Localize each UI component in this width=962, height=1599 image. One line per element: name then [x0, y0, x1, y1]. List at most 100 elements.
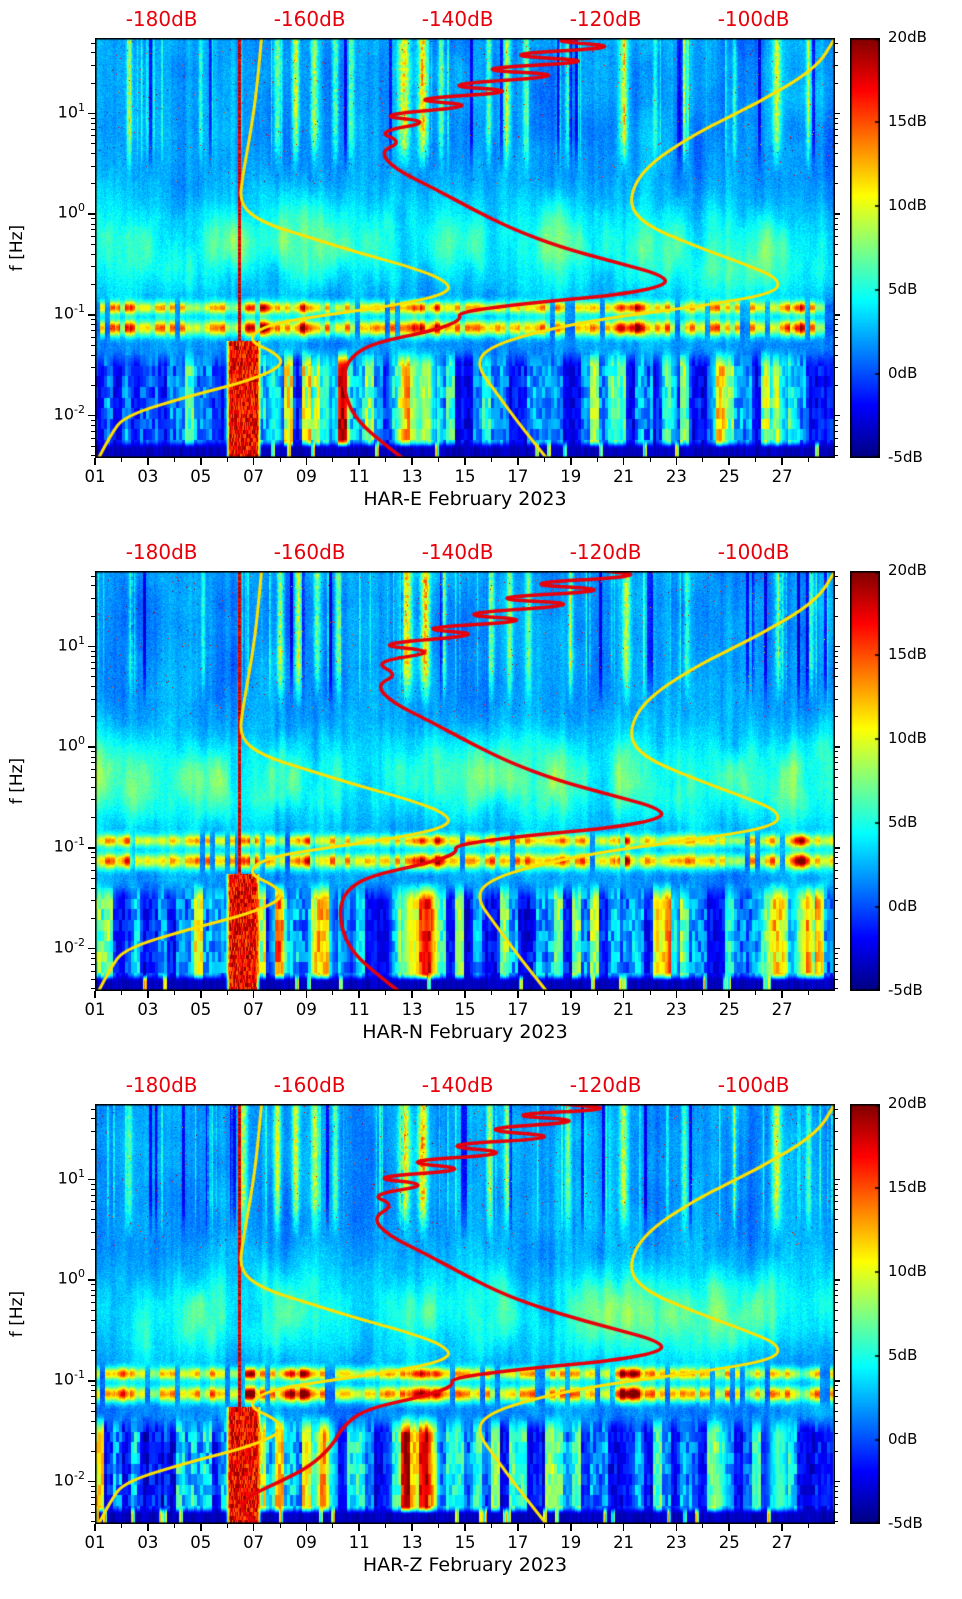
y-minor-tick	[91, 424, 95, 426]
x-major-tick	[622, 458, 625, 465]
x-minor-tick	[596, 991, 598, 995]
y-minor-tick-right	[835, 686, 838, 688]
y-minor-tick	[91, 64, 95, 66]
x-minor-tick	[120, 991, 122, 995]
y-minor-tick-right	[835, 952, 838, 954]
y-minor-tick	[91, 1183, 95, 1185]
colorbar-tick-label: -5dB	[888, 981, 923, 999]
x-major-tick	[517, 458, 519, 465]
y-minor-tick	[91, 799, 95, 801]
y-minor-tick-right	[835, 957, 838, 959]
y-minor-tick-right	[835, 655, 838, 657]
y-minor-tick	[91, 970, 95, 972]
y-minor-tick-right	[835, 344, 838, 346]
colorbar-tick-label: 20dB	[888, 561, 927, 579]
y-minor-tick	[91, 869, 95, 871]
y-major-tick	[88, 746, 95, 749]
y-minor-tick	[91, 1201, 95, 1203]
y-minor-tick	[91, 762, 95, 764]
top-axis-label: -120dB	[569, 1073, 642, 1097]
y-minor-tick	[91, 1219, 95, 1221]
y-minor-tick	[91, 52, 95, 54]
x-major-tick	[464, 458, 466, 465]
x-minor-tick	[543, 1524, 545, 1528]
y-tick-label: 10-1	[53, 301, 85, 323]
y-minor-tick	[91, 1490, 95, 1492]
y-minor-tick-right	[835, 445, 838, 447]
x-minor-tick	[808, 1524, 810, 1528]
y-minor-tick	[91, 877, 95, 879]
x-major-tick	[147, 991, 149, 998]
x-tick-label: 23	[665, 467, 687, 486]
x-major-tick	[411, 991, 413, 998]
y-minor-tick	[91, 857, 95, 859]
x-major-tick	[94, 991, 96, 998]
y-minor-tick-right	[835, 1284, 838, 1286]
y-minor-tick-right	[835, 1496, 838, 1498]
y-minor-tick-right	[835, 1249, 838, 1251]
y-minor-tick	[91, 183, 95, 185]
y-minor-tick-right	[835, 1396, 838, 1398]
y-minor-tick	[91, 143, 95, 145]
x-minor-tick	[808, 458, 810, 462]
y-minor-tick	[91, 319, 95, 321]
y-minor-tick	[91, 1433, 95, 1435]
x-tick-label: 03	[137, 467, 159, 486]
y-minor-tick-right	[835, 988, 838, 990]
x-tick-label: 23	[665, 1000, 687, 1019]
y-minor-tick-right	[835, 430, 838, 432]
y-minor-tick-right	[835, 1420, 838, 1422]
y-minor-tick-right	[835, 354, 838, 356]
x-major-tick	[675, 1524, 678, 1531]
y-minor-tick	[91, 1450, 95, 1452]
x-minor-tick	[120, 1524, 122, 1528]
y-minor-tick-right	[835, 183, 838, 185]
y-minor-tick	[91, 135, 95, 137]
x-major-tick	[305, 991, 308, 998]
x-minor-tick	[596, 458, 598, 462]
y-major-tick-right	[835, 645, 840, 648]
x-major-tick	[252, 991, 255, 998]
y-minor-tick-right	[835, 455, 838, 457]
x-major-tick	[569, 1524, 572, 1531]
y-minor-tick	[91, 1496, 95, 1498]
panel-title: HAR-Z February 2023	[362, 1554, 568, 1576]
y-minor-tick-right	[835, 1302, 838, 1304]
y-minor-tick	[91, 650, 95, 652]
y-minor-tick-right	[835, 223, 838, 225]
colorbar-tick-label: -5dB	[888, 448, 923, 466]
y-minor-tick	[91, 128, 95, 130]
y-minor-tick	[91, 1194, 95, 1196]
x-tick-label: 11	[348, 467, 370, 486]
x-minor-tick	[490, 991, 492, 995]
x-major-tick	[252, 458, 255, 465]
y-minor-tick	[91, 1302, 95, 1304]
y-minor-tick	[91, 1284, 95, 1286]
spectrogram-panel-har-z: f [Hz] HAR-Z February 2023 -180dB -160dB -…	[0, 1066, 962, 1599]
y-minor-tick	[91, 244, 95, 246]
y-major-tick-right	[835, 112, 840, 115]
y-tick-label: 10-2	[53, 935, 85, 957]
y-major-tick	[88, 1279, 95, 1282]
y-minor-tick-right	[835, 384, 838, 386]
y-minor-tick-right	[835, 52, 838, 54]
x-tick-label: 17	[507, 467, 529, 486]
y-minor-tick-right	[835, 978, 838, 980]
x-major-tick	[305, 1524, 308, 1531]
y-major-tick	[88, 1178, 95, 1181]
y-minor-tick	[91, 1209, 95, 1211]
y-minor-tick-right	[835, 857, 838, 859]
y-minor-tick-right	[835, 863, 838, 865]
y-minor-tick-right	[835, 1148, 838, 1150]
y-minor-tick-right	[835, 419, 838, 421]
y-major-tick	[88, 1480, 95, 1483]
top-axis-label: -100dB	[717, 540, 790, 564]
x-major-tick	[569, 458, 572, 465]
x-major-tick	[305, 458, 308, 465]
x-major-tick	[728, 458, 731, 465]
x-tick-label: 23	[665, 1533, 687, 1552]
y-minor-tick	[91, 236, 95, 238]
y-minor-tick-right	[835, 1390, 838, 1392]
colorbar-tick-label: 20dB	[888, 1094, 927, 1112]
x-minor-tick	[702, 1524, 704, 1528]
